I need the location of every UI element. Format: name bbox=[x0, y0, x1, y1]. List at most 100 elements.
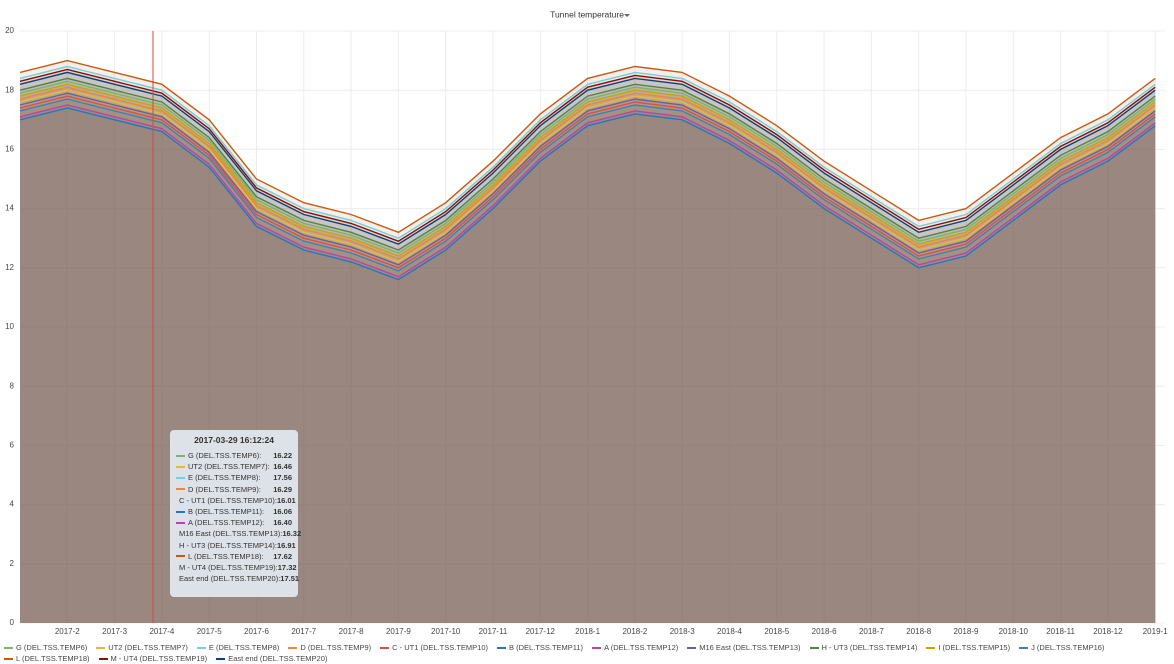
tooltip-label: H - UT3 (DEL.TSS.TEMP14): bbox=[179, 540, 277, 550]
tooltip-label: B (DEL.TSS.TEMP11): bbox=[188, 507, 265, 517]
legend-item: A (DEL.TSS.TEMP12) bbox=[592, 642, 678, 653]
legend-swatch bbox=[497, 646, 507, 649]
legend-swatch bbox=[96, 646, 106, 649]
tooltip-value: 16.01 bbox=[276, 495, 296, 505]
series-line bbox=[19, 98, 1156, 272]
tooltip-row: A (DEL.TSS.TEMP12): 16.40 bbox=[176, 517, 292, 528]
x-tick-label: 2018-12 bbox=[1093, 627, 1123, 636]
tooltip-label: UT2 (DEL.TSS.TEMP7): bbox=[188, 462, 270, 472]
tooltip-row: UT2 (DEL.TSS.TEMP7): 16.46 bbox=[176, 461, 292, 472]
legend-item: M - UT4 (DEL.TSS.TEMP19) bbox=[98, 653, 207, 664]
series-area bbox=[20, 105, 1156, 623]
series-area bbox=[20, 96, 1156, 624]
legend: G (DEL.TSS.TEMP6) UT2 (DEL.TSS.TEMP7) E (D… bbox=[4, 642, 1170, 664]
series-line bbox=[19, 104, 1156, 278]
y-tick-label: 0 bbox=[10, 618, 15, 627]
tooltip-label: C - UT1 (DEL.TSS.TEMP10): bbox=[179, 495, 277, 505]
x-tick-label: 2018-1 bbox=[575, 627, 600, 636]
tooltip-row: M16 East (DEL.TSS.TEMP13): 16.32 bbox=[176, 528, 301, 539]
y-tick-label: 12 bbox=[5, 263, 14, 272]
tooltip-label: M - UT4 (DEL.TSS.TEMP19): bbox=[179, 562, 278, 572]
series-line bbox=[19, 68, 1156, 242]
y-tick-label: 20 bbox=[5, 26, 14, 35]
chart-title[interactable]: Tunnel temperature bbox=[550, 9, 624, 19]
tooltip-swatch bbox=[176, 454, 185, 457]
legend-label: E (DEL.TSS.TEMP8) bbox=[208, 643, 280, 652]
x-tick-label: 2017-7 bbox=[291, 627, 316, 636]
legend-label: J (DEL.TSS.TEMP16) bbox=[1031, 643, 1105, 652]
legend-label: East end (DEL.TSS.TEMP20) bbox=[228, 654, 328, 663]
tooltip-value: 16.46 bbox=[273, 462, 292, 472]
tooltip-label: L (DEL.TSS.TEMP18): bbox=[188, 551, 264, 561]
tooltip-value: 16.40 bbox=[273, 518, 292, 528]
y-tick-label: 4 bbox=[10, 500, 15, 509]
series-line bbox=[19, 59, 1156, 234]
series-line bbox=[19, 89, 1156, 263]
series-line bbox=[19, 65, 1156, 239]
tooltip-value: 17.32 bbox=[277, 562, 297, 572]
y-tick-label: 16 bbox=[5, 145, 14, 154]
x-tick-label: 2017-11 bbox=[479, 627, 508, 636]
legend-item: M16 East (DEL.TSS.TEMP13) bbox=[687, 642, 801, 653]
x-tick-label: 2017-8 bbox=[339, 627, 364, 636]
legend-label: UT2 (DEL.TSS.TEMP7) bbox=[108, 643, 188, 652]
y-tick-label: 14 bbox=[5, 204, 14, 213]
legend-item: E (DEL.TSS.TEMP8) bbox=[196, 642, 280, 653]
tooltip-rows: G (DEL.TSS.TEMP6): 16.22 UT2 (DEL.TSS.TEMP… bbox=[176, 450, 301, 584]
tooltip-row: B (DEL.TSS.TEMP11): 16.06 bbox=[176, 506, 292, 517]
legend-item: L (DEL.TSS.TEMP18) bbox=[4, 653, 90, 664]
x-tick-label: 2018-10 bbox=[999, 627, 1029, 636]
x-tick-label: 2018-3 bbox=[670, 627, 695, 636]
tooltip-row: M - UT4 (DEL.TSS.TEMP19): 17.32 bbox=[176, 562, 297, 573]
legend-label: I (DEL.TSS.TEMP15) bbox=[938, 643, 1011, 652]
tooltip-label: A (DEL.TSS.TEMP12): bbox=[188, 518, 265, 528]
x-tick-label: 2017-9 bbox=[386, 627, 411, 636]
title-caret[interactable] bbox=[624, 14, 630, 17]
tooltip-swatch bbox=[176, 510, 185, 513]
legend-item: East end (DEL.TSS.TEMP20) bbox=[216, 653, 327, 664]
tooltip-time: 2017-03-29 16:12:24 bbox=[194, 435, 274, 445]
tooltip-value: 16.32 bbox=[282, 529, 302, 539]
legend-label: M16 East (DEL.TSS.TEMP13) bbox=[699, 643, 801, 652]
x-tick-label: 2017-4 bbox=[149, 627, 174, 636]
legend-swatch bbox=[216, 657, 226, 660]
y-tick-label: 6 bbox=[10, 441, 15, 450]
legend-item: B (DEL.TSS.TEMP11) bbox=[497, 642, 583, 653]
series-line bbox=[19, 71, 1156, 245]
legend-item: D (DEL.TSS.TEMP9) bbox=[288, 642, 371, 653]
legend-swatch bbox=[4, 646, 13, 649]
series-area bbox=[20, 66, 1156, 623]
lines bbox=[19, 59, 1156, 281]
tooltip-value: 16.22 bbox=[273, 451, 292, 461]
x-tick-label: 2018-9 bbox=[954, 627, 979, 636]
y-tick-label: 18 bbox=[5, 85, 14, 94]
y-tick-label: 8 bbox=[10, 381, 15, 390]
legend-swatch bbox=[809, 646, 819, 649]
x-tick-label: 2018-8 bbox=[906, 627, 931, 636]
legend-label: B (DEL.TSS.TEMP11) bbox=[509, 643, 584, 652]
legend-item: H - UT3 (DEL.TSS.TEMP14) bbox=[809, 642, 917, 653]
series-line bbox=[19, 83, 1156, 257]
tooltip-value: 17.56 bbox=[273, 473, 292, 483]
legend-label: C - UT1 (DEL.TSS.TEMP10) bbox=[392, 643, 489, 652]
x-tick-label: 2018-11 bbox=[1046, 627, 1075, 636]
series-line bbox=[19, 80, 1156, 254]
tooltip-label: M16 East (DEL.TSS.TEMP13): bbox=[179, 529, 283, 539]
tooltip-row: C - UT1 (DEL.TSS.TEMP10): 16.01 bbox=[176, 495, 296, 506]
legend-label: A (DEL.TSS.TEMP12) bbox=[604, 643, 679, 652]
legend-swatch bbox=[4, 657, 13, 660]
tooltip-label: East end (DEL.TSS.TEMP20): bbox=[179, 574, 281, 584]
x-tick-label: 2018-6 bbox=[812, 627, 837, 636]
legend-item: UT2 (DEL.TSS.TEMP7) bbox=[96, 642, 188, 653]
tooltip-value: 16.29 bbox=[273, 484, 292, 494]
tooltip-swatch bbox=[176, 488, 185, 491]
tooltip-swatch bbox=[176, 476, 185, 479]
legend-swatch bbox=[926, 646, 936, 649]
legend-item: J (DEL.TSS.TEMP16) bbox=[1019, 642, 1104, 653]
series-area bbox=[20, 108, 1156, 623]
tooltip-value: 17.51 bbox=[280, 574, 300, 584]
tooltip-row: East end (DEL.TSS.TEMP20): 17.51 bbox=[176, 573, 299, 584]
x-tick-label: 2017-2 bbox=[55, 627, 80, 636]
tooltip-row: D (DEL.TSS.TEMP9): 16.29 bbox=[176, 484, 292, 495]
legend-item: C - UT1 (DEL.TSS.TEMP10) bbox=[380, 642, 488, 653]
